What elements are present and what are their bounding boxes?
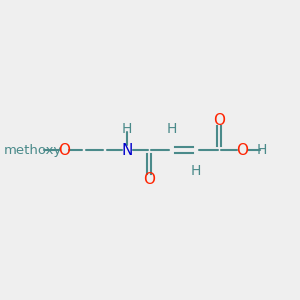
Text: H: H: [167, 122, 177, 136]
Text: H: H: [191, 164, 201, 178]
Text: O: O: [143, 172, 155, 187]
Text: O: O: [213, 113, 225, 128]
Text: O: O: [236, 142, 248, 158]
Text: methoxy: methoxy: [4, 143, 62, 157]
Text: H: H: [122, 122, 133, 136]
Text: H: H: [257, 143, 267, 157]
Text: N: N: [122, 142, 133, 158]
Text: O: O: [58, 142, 70, 158]
